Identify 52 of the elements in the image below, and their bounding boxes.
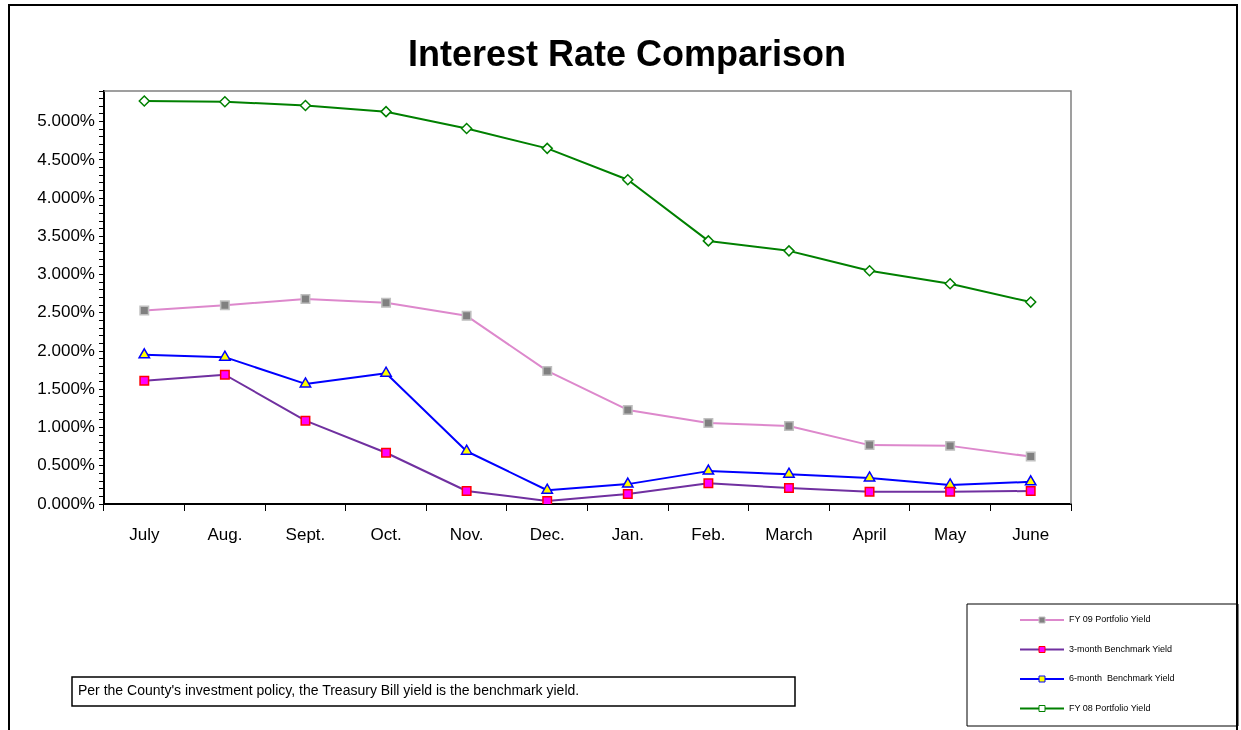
x-tick-label: Aug.: [207, 524, 243, 544]
x-tick-label: May: [934, 524, 967, 544]
point: [138, 95, 151, 107]
point: [380, 105, 392, 118]
point: [460, 122, 473, 135]
point: [218, 350, 231, 361]
legend-label: 6-month Benchmark Yield: [1069, 673, 1175, 684]
point: [1024, 475, 1037, 486]
y-tick-label: 2.000%: [37, 340, 95, 360]
y-tick-label: 4.500%: [37, 149, 95, 169]
x-tick-label: Feb.: [691, 524, 726, 544]
y-tick-label: 3.000%: [37, 264, 95, 284]
y-tick-label: 2.500%: [37, 302, 95, 322]
point: [621, 477, 634, 488]
legend-label: FY 09 Portfolio Yield: [1069, 614, 1151, 625]
point: [299, 99, 312, 112]
point: [219, 95, 231, 108]
point: [299, 377, 312, 388]
point: [138, 348, 151, 359]
point: [863, 471, 876, 482]
point: [380, 366, 392, 377]
y-tick-label: 5.000%: [37, 111, 95, 131]
x-tick-label: Sept.: [285, 524, 326, 544]
legend-label: 3-month Benchmark Yield: [1069, 643, 1173, 654]
x-tick-label: Oct.: [370, 524, 402, 544]
point: [1024, 296, 1037, 308]
x-tick-label: March: [765, 524, 813, 544]
x-tick-label: Dec.: [529, 524, 565, 544]
point: [622, 173, 634, 186]
y-tick-label: 1.500%: [37, 378, 95, 398]
y-tick-label: 0.000%: [37, 493, 95, 513]
text: Per the County's investment policy, the Treasury Bill yield is the benchmark yield.: [78, 681, 580, 698]
x-tick-label: April: [852, 524, 887, 544]
point: [783, 245, 795, 257]
y-tick-label: 4.000%: [37, 187, 95, 207]
point: [702, 464, 715, 475]
legend-label: FY 08 Portfolio Yield: [1069, 702, 1151, 713]
x-tick-label: Jan.: [611, 524, 644, 544]
point: [541, 142, 553, 155]
point: [541, 483, 554, 494]
point: [460, 444, 473, 455]
point: [944, 277, 956, 290]
x-tick-label: July: [129, 524, 160, 544]
point: [863, 264, 876, 277]
x-tick-label: June: [1012, 524, 1050, 544]
chart-title: Interest Rate Comparison: [407, 32, 847, 74]
point: [783, 467, 795, 478]
x-tick-label: Nov.: [449, 524, 484, 544]
y-tick-label: 3.500%: [37, 226, 95, 245]
point: [702, 235, 715, 247]
y-tick-label: 0.500%: [37, 455, 95, 475]
y-tick-label: 1.000%: [37, 417, 95, 437]
